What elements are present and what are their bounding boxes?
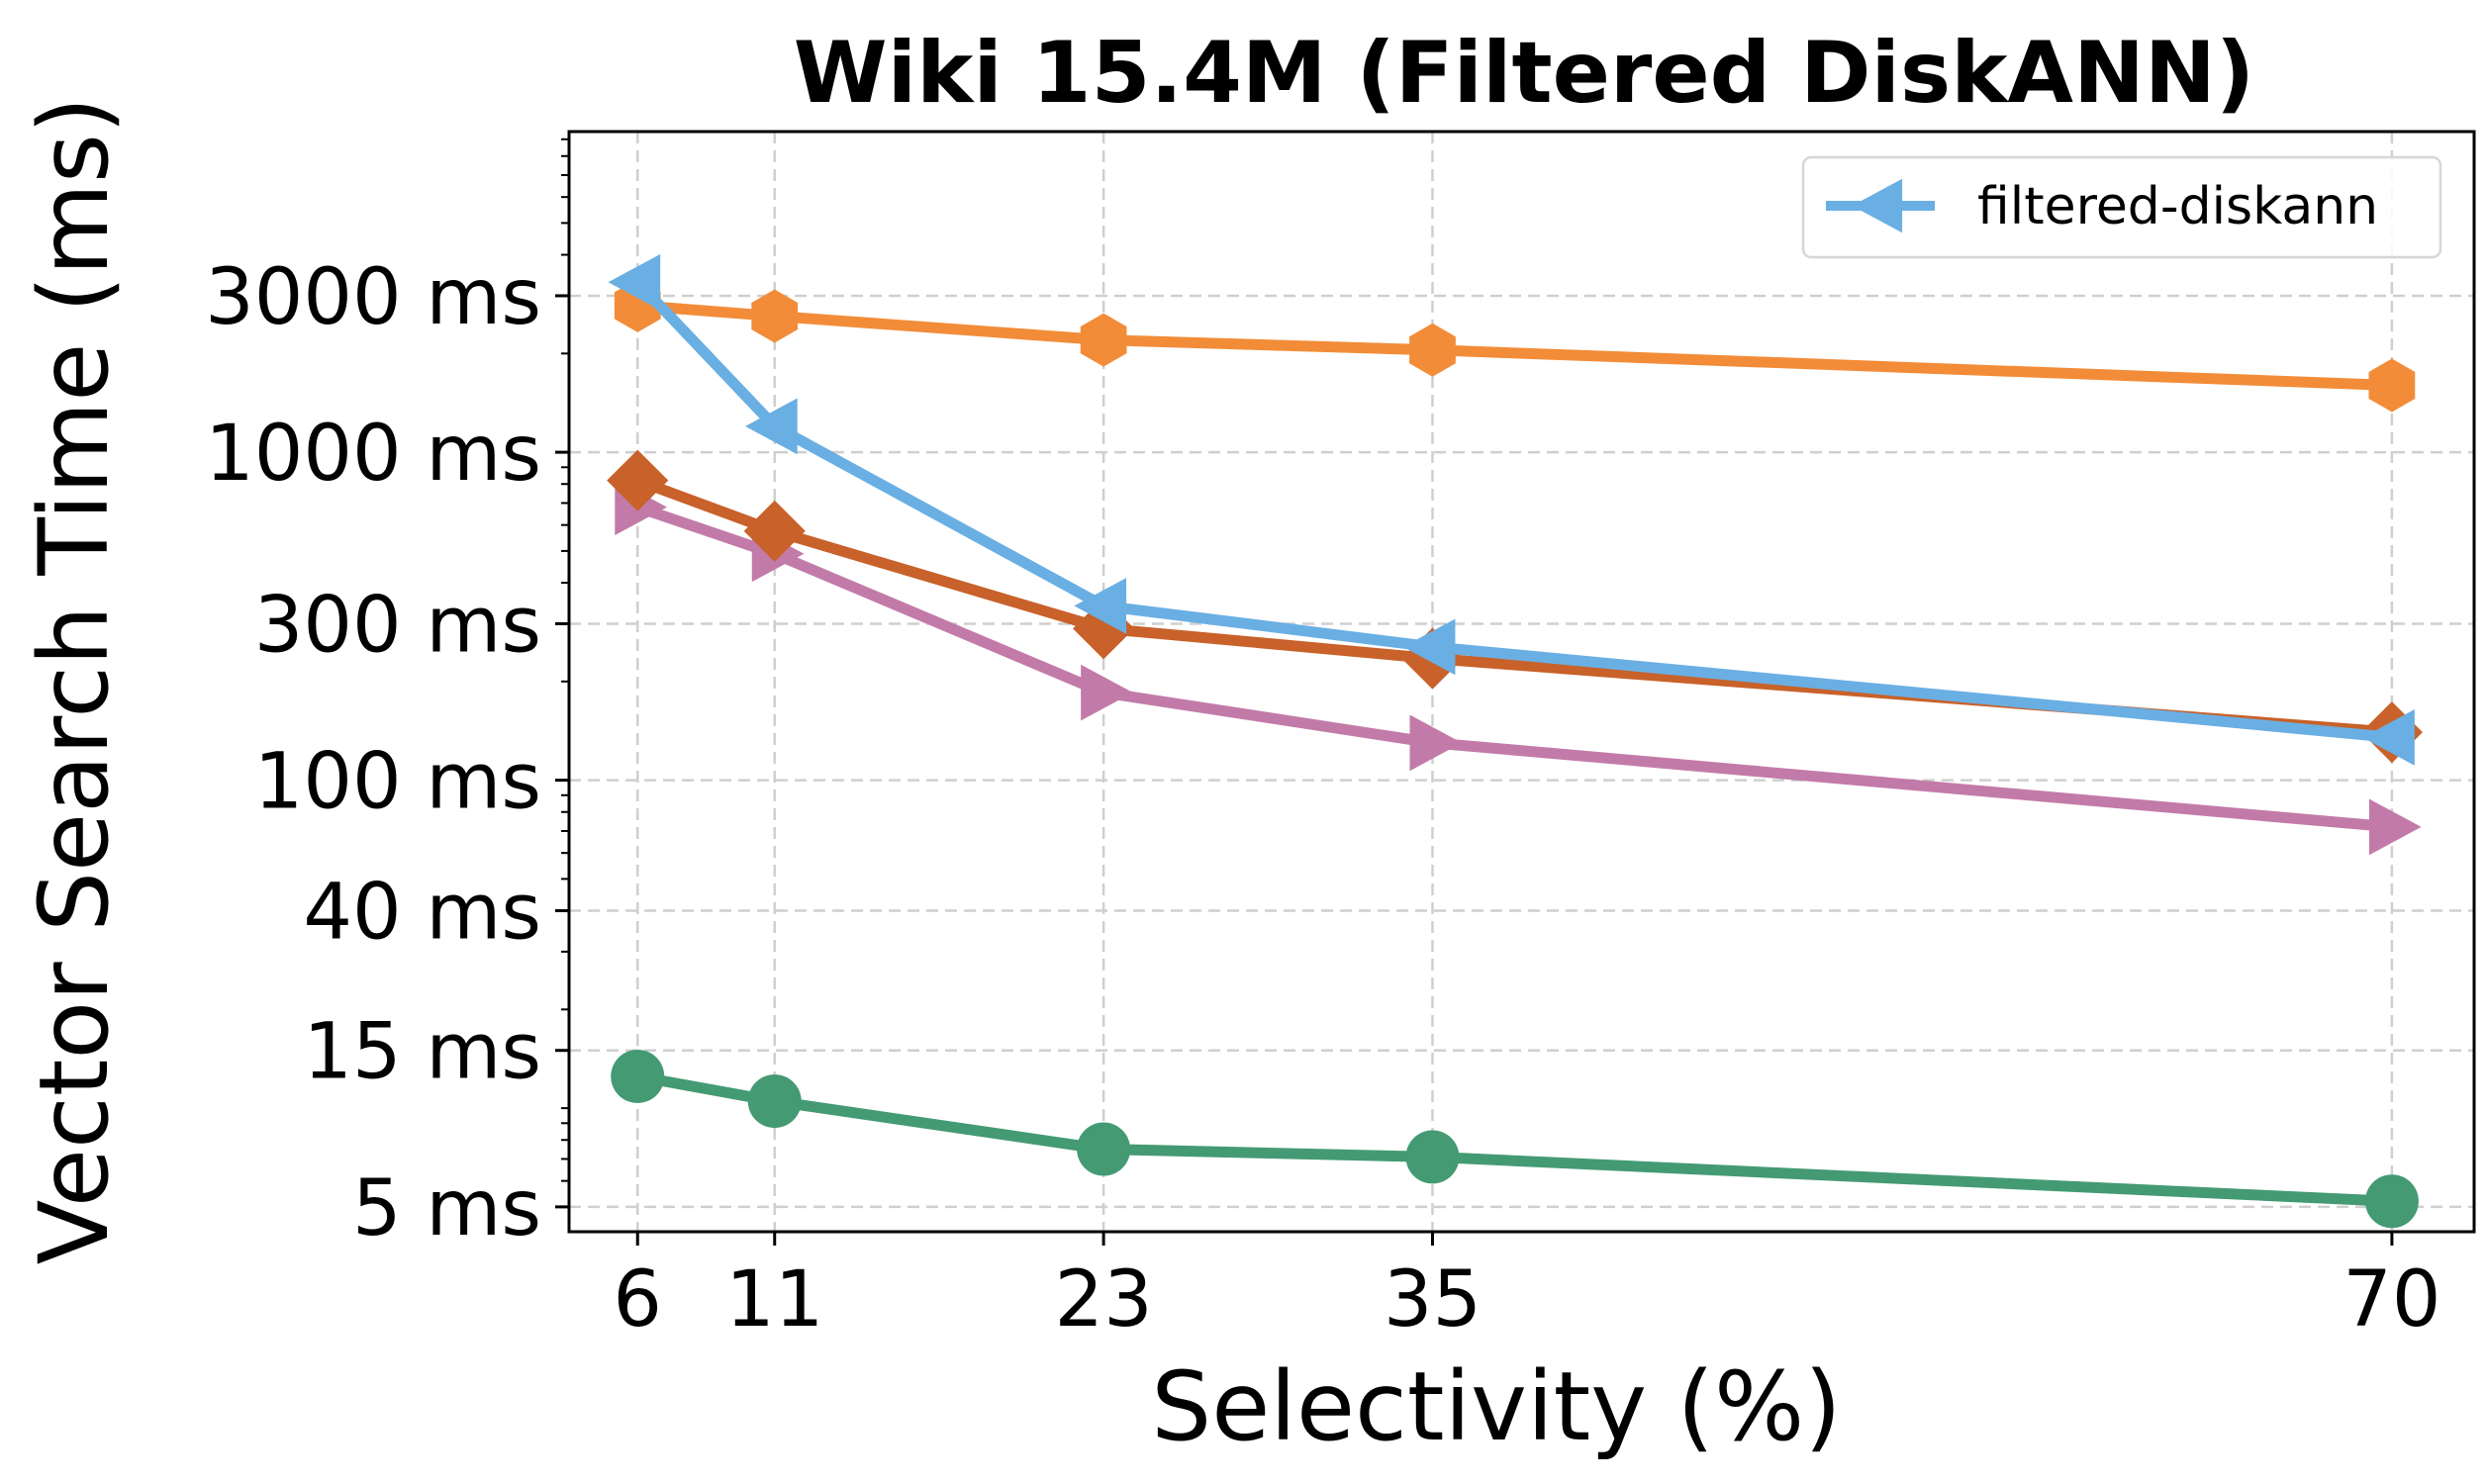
series-2-point-0 bbox=[607, 449, 669, 511]
legend: filtered-diskann bbox=[1801, 155, 2442, 259]
series-4-point-0 bbox=[611, 1049, 665, 1103]
series-0-point-4 bbox=[2362, 709, 2415, 766]
series-0-point-1 bbox=[745, 398, 798, 455]
y-tick-label-0: 5 ms bbox=[352, 1164, 541, 1253]
series-4-point-2 bbox=[1077, 1122, 1131, 1176]
series-0-point-2 bbox=[1074, 578, 1127, 634]
y-tick-label-3: 100 ms bbox=[254, 738, 541, 827]
series-2-point-1 bbox=[743, 500, 806, 562]
series-4 bbox=[611, 1049, 2419, 1229]
grid-layer bbox=[569, 132, 2474, 1232]
series-0-point-3 bbox=[1402, 618, 1456, 676]
x-tick-label-4: 70 bbox=[2343, 1255, 2440, 1345]
series-0 bbox=[608, 253, 2415, 766]
series-1-point-4 bbox=[2368, 358, 2416, 413]
series-line-4 bbox=[631, 1070, 2398, 1207]
x-tick-label-3: 35 bbox=[1384, 1255, 1482, 1345]
series-layer bbox=[607, 253, 2423, 1229]
series-line-1 bbox=[631, 300, 2398, 391]
series-0-point-0 bbox=[608, 253, 661, 311]
y-axis-label: Vector Search Time (ms) bbox=[19, 97, 130, 1265]
legend-marker-0 bbox=[1852, 178, 1903, 233]
series-3-point-4 bbox=[2368, 798, 2422, 856]
y-tick-label-4: 300 ms bbox=[254, 581, 541, 670]
x-tick-label-1: 11 bbox=[725, 1255, 823, 1345]
legend-label-0: filtered-diskann bbox=[1977, 177, 2378, 236]
x-axis-label: Selectivity (%) bbox=[1151, 1351, 1841, 1462]
axis-layer: 6 11 23 35 70 5 ms 15 ms 40 ms 100 ms 300 ms 1000 … bbox=[205, 138, 2441, 1345]
x-tick-label-2: 23 bbox=[1054, 1255, 1152, 1345]
chart-title: Wiki 15.4M (Filtered DiskANN) bbox=[794, 24, 2254, 123]
series-3-point-3 bbox=[1409, 714, 1463, 772]
y-tick-label-1: 15 ms bbox=[303, 1008, 541, 1097]
y-tick-label-6: 3000 ms bbox=[205, 253, 541, 342]
y-tick-label-5: 1000 ms bbox=[205, 410, 541, 499]
legend-entries: filtered-diskann bbox=[1826, 177, 2378, 236]
series-1-point-1 bbox=[751, 289, 799, 343]
series-3-point-2 bbox=[1081, 664, 1133, 721]
legend-box bbox=[1801, 155, 2442, 259]
series-1-point-2 bbox=[1080, 313, 1127, 367]
x-tick-label-0: 6 bbox=[613, 1255, 662, 1345]
series-4-point-1 bbox=[747, 1074, 802, 1129]
series-4-point-4 bbox=[2364, 1174, 2419, 1229]
y-tick-label-2: 40 ms bbox=[303, 869, 541, 958]
series-1-point-3 bbox=[1409, 323, 1456, 377]
series-4-point-3 bbox=[1405, 1130, 1460, 1184]
series-1 bbox=[614, 278, 2416, 413]
